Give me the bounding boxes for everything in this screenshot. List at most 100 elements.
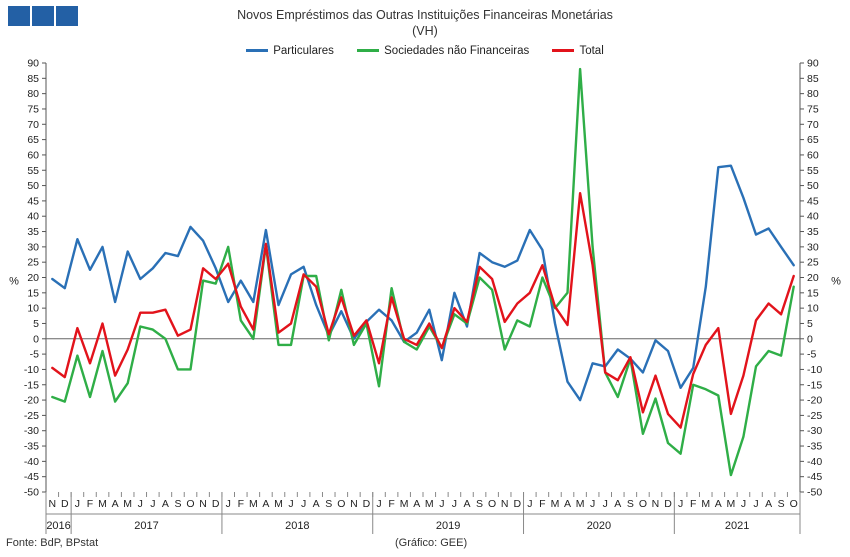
y-tick-label-left: 80 — [27, 88, 39, 100]
y-tick-label-left: 70 — [27, 119, 39, 131]
y-tick-label-right: 90 — [807, 58, 819, 70]
y-tick-label-left: 20 — [27, 272, 39, 284]
y-tick-label-left: 35 — [27, 226, 39, 238]
y-tick-label-left: 10 — [27, 303, 39, 315]
series-line-total — [51, 191, 795, 429]
logo-block — [56, 6, 78, 26]
x-tick-label: M — [727, 498, 736, 510]
legend-swatch — [552, 49, 575, 52]
x-tick-label: A — [262, 498, 269, 510]
x-tick-label: A — [413, 498, 420, 510]
legend-item-sociedades: Sociedades não Financeiras — [357, 45, 529, 57]
x-year-label: 2021 — [725, 520, 749, 532]
x-tick-label: D — [212, 498, 220, 510]
x-tick-label: A — [614, 498, 621, 510]
x-tick-label: M — [576, 498, 585, 510]
y-tick-label-left: 0 — [33, 333, 39, 345]
y-tick-label-right: 10 — [807, 303, 819, 315]
y-tick-label-right: 5 — [807, 318, 813, 330]
chart-subtitle: (VH) — [412, 24, 438, 38]
x-tick-label: M — [425, 498, 434, 510]
x-tick-label: M — [98, 498, 107, 510]
y-tick-label-left: 40 — [27, 211, 39, 223]
x-tick-label: A — [564, 498, 571, 510]
x-tick-label: S — [778, 498, 785, 510]
x-tick-label: M — [123, 498, 132, 510]
x-tick-label: M — [400, 498, 409, 510]
y-tick-label-left: -35 — [24, 441, 39, 453]
y-tick-label-left: -5 — [30, 349, 39, 361]
y-tick-label-left: 55 — [27, 165, 39, 177]
x-tick-label: N — [48, 498, 56, 510]
y-tick-label-left: 50 — [27, 180, 39, 192]
series-line-particulares — [51, 164, 795, 402]
x-tick-label: F — [388, 498, 394, 510]
x-year-label: 2017 — [134, 520, 158, 532]
y-tick-label-right: -40 — [807, 456, 822, 468]
y-tick-label-right: 40 — [807, 211, 819, 223]
x-tick-label: F — [539, 498, 545, 510]
legend-swatch — [246, 49, 269, 52]
y-tick-label-right: 15 — [807, 287, 819, 299]
x-year-label: 2020 — [587, 520, 611, 532]
y-tick-label-left: -45 — [24, 471, 39, 483]
x-tick-label: J — [301, 498, 306, 510]
y-tick-label-left: -25 — [24, 410, 39, 422]
legend-item-total: Total — [552, 44, 604, 57]
y-tick-label-right: -45 — [807, 471, 822, 483]
x-tick-label: F — [690, 498, 696, 510]
x-tick-label: J — [590, 498, 595, 510]
x-tick-label: O — [639, 498, 647, 510]
x-tick-label: J — [138, 498, 143, 510]
chart-credit: (Gráfico: GEE) — [395, 537, 468, 549]
x-tick-label: O — [186, 498, 194, 510]
x-year-label: 2019 — [436, 520, 460, 532]
y-tick-label-right: 35 — [807, 226, 819, 238]
y-tick-label-left: 25 — [27, 257, 39, 269]
x-tick-label: J — [527, 498, 532, 510]
y-tick-label-right: -5 — [807, 349, 816, 361]
y-tick-label-right: 85 — [807, 73, 819, 85]
chart-title: Novos Empréstimos das Outras Instituiçõe… — [237, 8, 613, 22]
y-axis-label-right: % — [831, 276, 841, 288]
x-tick-label: A — [112, 498, 119, 510]
y-tick-label-right: 70 — [807, 119, 819, 131]
y-axis-label-left: % — [9, 276, 19, 288]
y-tick-label-right: -25 — [807, 410, 822, 422]
y-tick-label-right: -10 — [807, 364, 822, 376]
x-tick-label: A — [463, 498, 470, 510]
y-tick-label-left: 90 — [27, 58, 39, 70]
y-tick-label-left: -40 — [24, 456, 39, 468]
legend-label: Sociedades não Financeiras — [384, 44, 530, 57]
x-tick-label: D — [513, 498, 521, 510]
x-tick-label: A — [765, 498, 772, 510]
x-tick-label: J — [226, 498, 231, 510]
y-tick-label-right: -20 — [807, 395, 822, 407]
x-tick-label: O — [337, 498, 345, 510]
y-tick-label-right: -15 — [807, 379, 822, 391]
legend-swatch — [357, 49, 380, 52]
x-tick-label: A — [313, 498, 320, 510]
y-tick-label-left: 5 — [33, 318, 39, 330]
y-tick-label-right: 0 — [807, 333, 813, 345]
y-tick-label-right: 60 — [807, 149, 819, 161]
x-tick-label: J — [376, 498, 381, 510]
x-tick-label: J — [452, 498, 457, 510]
x-tick-label: J — [150, 498, 155, 510]
x-tick-label: F — [238, 498, 244, 510]
legend-label: Total — [579, 44, 604, 57]
logo-block — [8, 6, 30, 26]
y-tick-label-left: -30 — [24, 425, 39, 437]
x-tick-label: N — [652, 498, 660, 510]
y-tick-label-left: -50 — [24, 487, 39, 499]
y-tick-label-left: 65 — [27, 134, 39, 146]
y-tick-label-right: 75 — [807, 103, 819, 115]
x-tick-label: S — [627, 498, 634, 510]
x-tick-label: M — [249, 498, 258, 510]
y-tick-label-right: 20 — [807, 272, 819, 284]
y-tick-label-right: 80 — [807, 88, 819, 100]
y-tick-label-left: -15 — [24, 379, 39, 391]
x-tick-label: A — [715, 498, 722, 510]
logo-block — [32, 6, 54, 26]
y-tick-label-right: 65 — [807, 134, 819, 146]
